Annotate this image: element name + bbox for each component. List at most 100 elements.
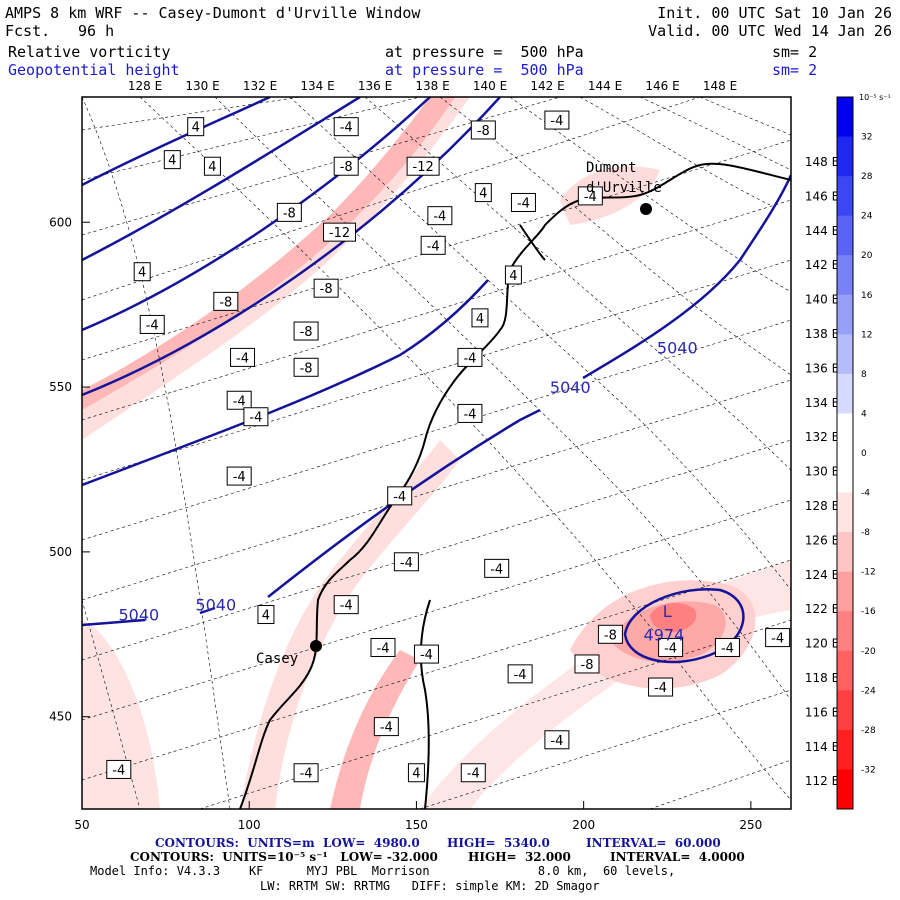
colorbar-label: 0 (861, 449, 867, 459)
height-contour (82, 279, 489, 487)
vorticity-label-box (373, 717, 399, 737)
vorticity-label-text: -4 (664, 641, 677, 656)
vorticity-label-text: 4 (476, 312, 484, 327)
x-tick-label: 100 (238, 818, 261, 832)
colorbar-segment (837, 136, 853, 177)
valid-time: Valid. 00 UTC Wed 14 Jan 26 (648, 22, 892, 40)
vorticity-label-text: 4 (479, 187, 487, 202)
colorbar-label: 32 (861, 133, 872, 143)
footer-physics-info: LW: RRTM SW: RRTMG DIFF: simple KM: 2D S… (260, 879, 600, 893)
vorticity-contour-label: -4 (765, 628, 791, 648)
vorticity-label-text: 4 (208, 160, 216, 175)
vorticity-label-box (163, 150, 181, 170)
vorticity-label-text: -4 (146, 318, 159, 333)
colorbar-segment (837, 532, 853, 573)
colorbar-label: -16 (861, 607, 876, 617)
colorbar-segment (837, 294, 853, 335)
vorticity-label-text: -4 (467, 767, 480, 782)
vorticity-label-text: -4 (380, 721, 393, 736)
footer-height-interval: INTERVAL= 60.000 (586, 836, 721, 850)
vorticity-label-box (133, 262, 151, 282)
plot-area: 44 4-4 -8-4-8 -124-4 -4-8-12-4-44-84-8-4 4-8-… (82, 97, 791, 809)
right-edge-label: 144 E (805, 224, 839, 238)
vorticity-label-text: -4 (236, 351, 249, 366)
plot-frame (81, 96, 792, 810)
vorticity-contour-label: -4 (457, 403, 483, 423)
vorticity-label-text: -12 (413, 160, 434, 175)
vorticity-label-text: -4 (112, 763, 125, 778)
footer-height-contours: CONTOURS: UNITS=m LOW= 4980.0 (155, 836, 420, 850)
vorticity-contour-label: -8 (333, 156, 359, 176)
y-tick-label: 450 (49, 710, 72, 724)
colorbar-segment (837, 413, 853, 454)
field1-name: Relative vorticity (8, 43, 171, 61)
vorticity-label-box (293, 321, 319, 341)
height-contour-label: 5040 (118, 606, 159, 625)
colorbar-label: 4 (861, 409, 867, 419)
vorticity-label-box (333, 595, 359, 615)
vorticity-contour-label: -4 (427, 206, 453, 226)
vorticity-contour-label: -4 (387, 486, 413, 506)
x-tick-label: 200 (572, 818, 595, 832)
vorticity-label-box (276, 202, 302, 222)
vorticity-label-text: -4 (771, 632, 784, 647)
vorticity-label-text: 4 (138, 266, 146, 281)
casey-station-marker (310, 640, 322, 652)
dumont-durville-label: Dumont d'Urville (586, 160, 662, 196)
top-longitude-label: 142 E (530, 79, 564, 93)
vorticity-label-box (139, 314, 165, 334)
colorbar-segment (837, 215, 853, 256)
vorticity-patch-southwest (82, 620, 160, 809)
vorticity-label-box (714, 637, 740, 657)
vorticity-label-text: -4 (300, 767, 313, 782)
vorticity-label-box (226, 466, 252, 486)
vorticity-contour-label: -4 (226, 466, 252, 486)
vorticity-label-box (597, 624, 623, 644)
vorticity-label-text: 4 (412, 767, 420, 782)
vorticity-label-box (257, 605, 275, 625)
top-longitude-label: 144 E (588, 79, 622, 93)
vorticity-label-text: -8 (581, 658, 594, 673)
top-longitude-label: 136 E (358, 79, 392, 93)
colorbar-segment (837, 611, 853, 652)
vorticity-label-box (406, 156, 440, 176)
vorticity-contour-label: -8 (313, 278, 339, 298)
footer-height-high: HIGH= 5340.0 (447, 836, 550, 850)
colorbar-label: 24 (861, 212, 873, 222)
vorticity-label-box (226, 390, 252, 410)
height-contour (82, 97, 271, 187)
colorbar-segment (837, 255, 853, 296)
vorticity-label-box (460, 763, 486, 783)
vorticity-label-text: -4 (514, 668, 527, 683)
colorbar-segment (837, 690, 853, 731)
vorticity-label-box (648, 677, 674, 697)
vorticity-contour-label: -8 (293, 357, 319, 377)
height-contour-label: 5040 (657, 339, 698, 358)
colorbar-segment (837, 729, 853, 770)
vorticity-contour-label: -4 (333, 117, 359, 137)
colorbar: 10⁻⁵ s⁻¹ 32 28 24 20 16 12 8 4 0 -4 -8 -12 -16 -20 -24 -… (836, 93, 891, 810)
top-longitude-label: 138 E (415, 79, 449, 93)
forecast-hour: 96 h (78, 22, 115, 40)
right-edge-label: 148 E (805, 155, 839, 169)
vorticity-label-box (187, 117, 205, 137)
vorticity-label-box (203, 156, 221, 176)
vorticity-label-box (323, 222, 357, 242)
height-contour (82, 618, 146, 627)
vorticity-contour-label: -4 (293, 763, 319, 783)
y-tick-label: 500 (49, 545, 72, 559)
vorticity-label-box (765, 628, 791, 648)
height-contour (82, 97, 501, 397)
footer-vorticity-contours: CONTOURS: UNITS=10⁻⁵ s⁻¹ LOW= -32.000 (130, 850, 438, 864)
vorticity-label-text: -4 (584, 190, 597, 205)
right-edge-label: 122 E (805, 602, 839, 616)
colorbar-segment (837, 571, 853, 612)
axes: 50 100 150 200 250 600 550 500 450 128 E 130 E 132 … (49, 79, 839, 832)
field1-smoothing: sm= 2 (772, 43, 818, 61)
vorticity-patch-dumont (560, 166, 660, 225)
colorbar-label: 28 (861, 172, 873, 182)
map-title: AMPS 8 km WRF -- Casey-Dumont d'Urville … (5, 4, 421, 22)
vorticity-label-text: -4 (463, 351, 476, 366)
right-edge-label: 140 E (805, 293, 839, 307)
